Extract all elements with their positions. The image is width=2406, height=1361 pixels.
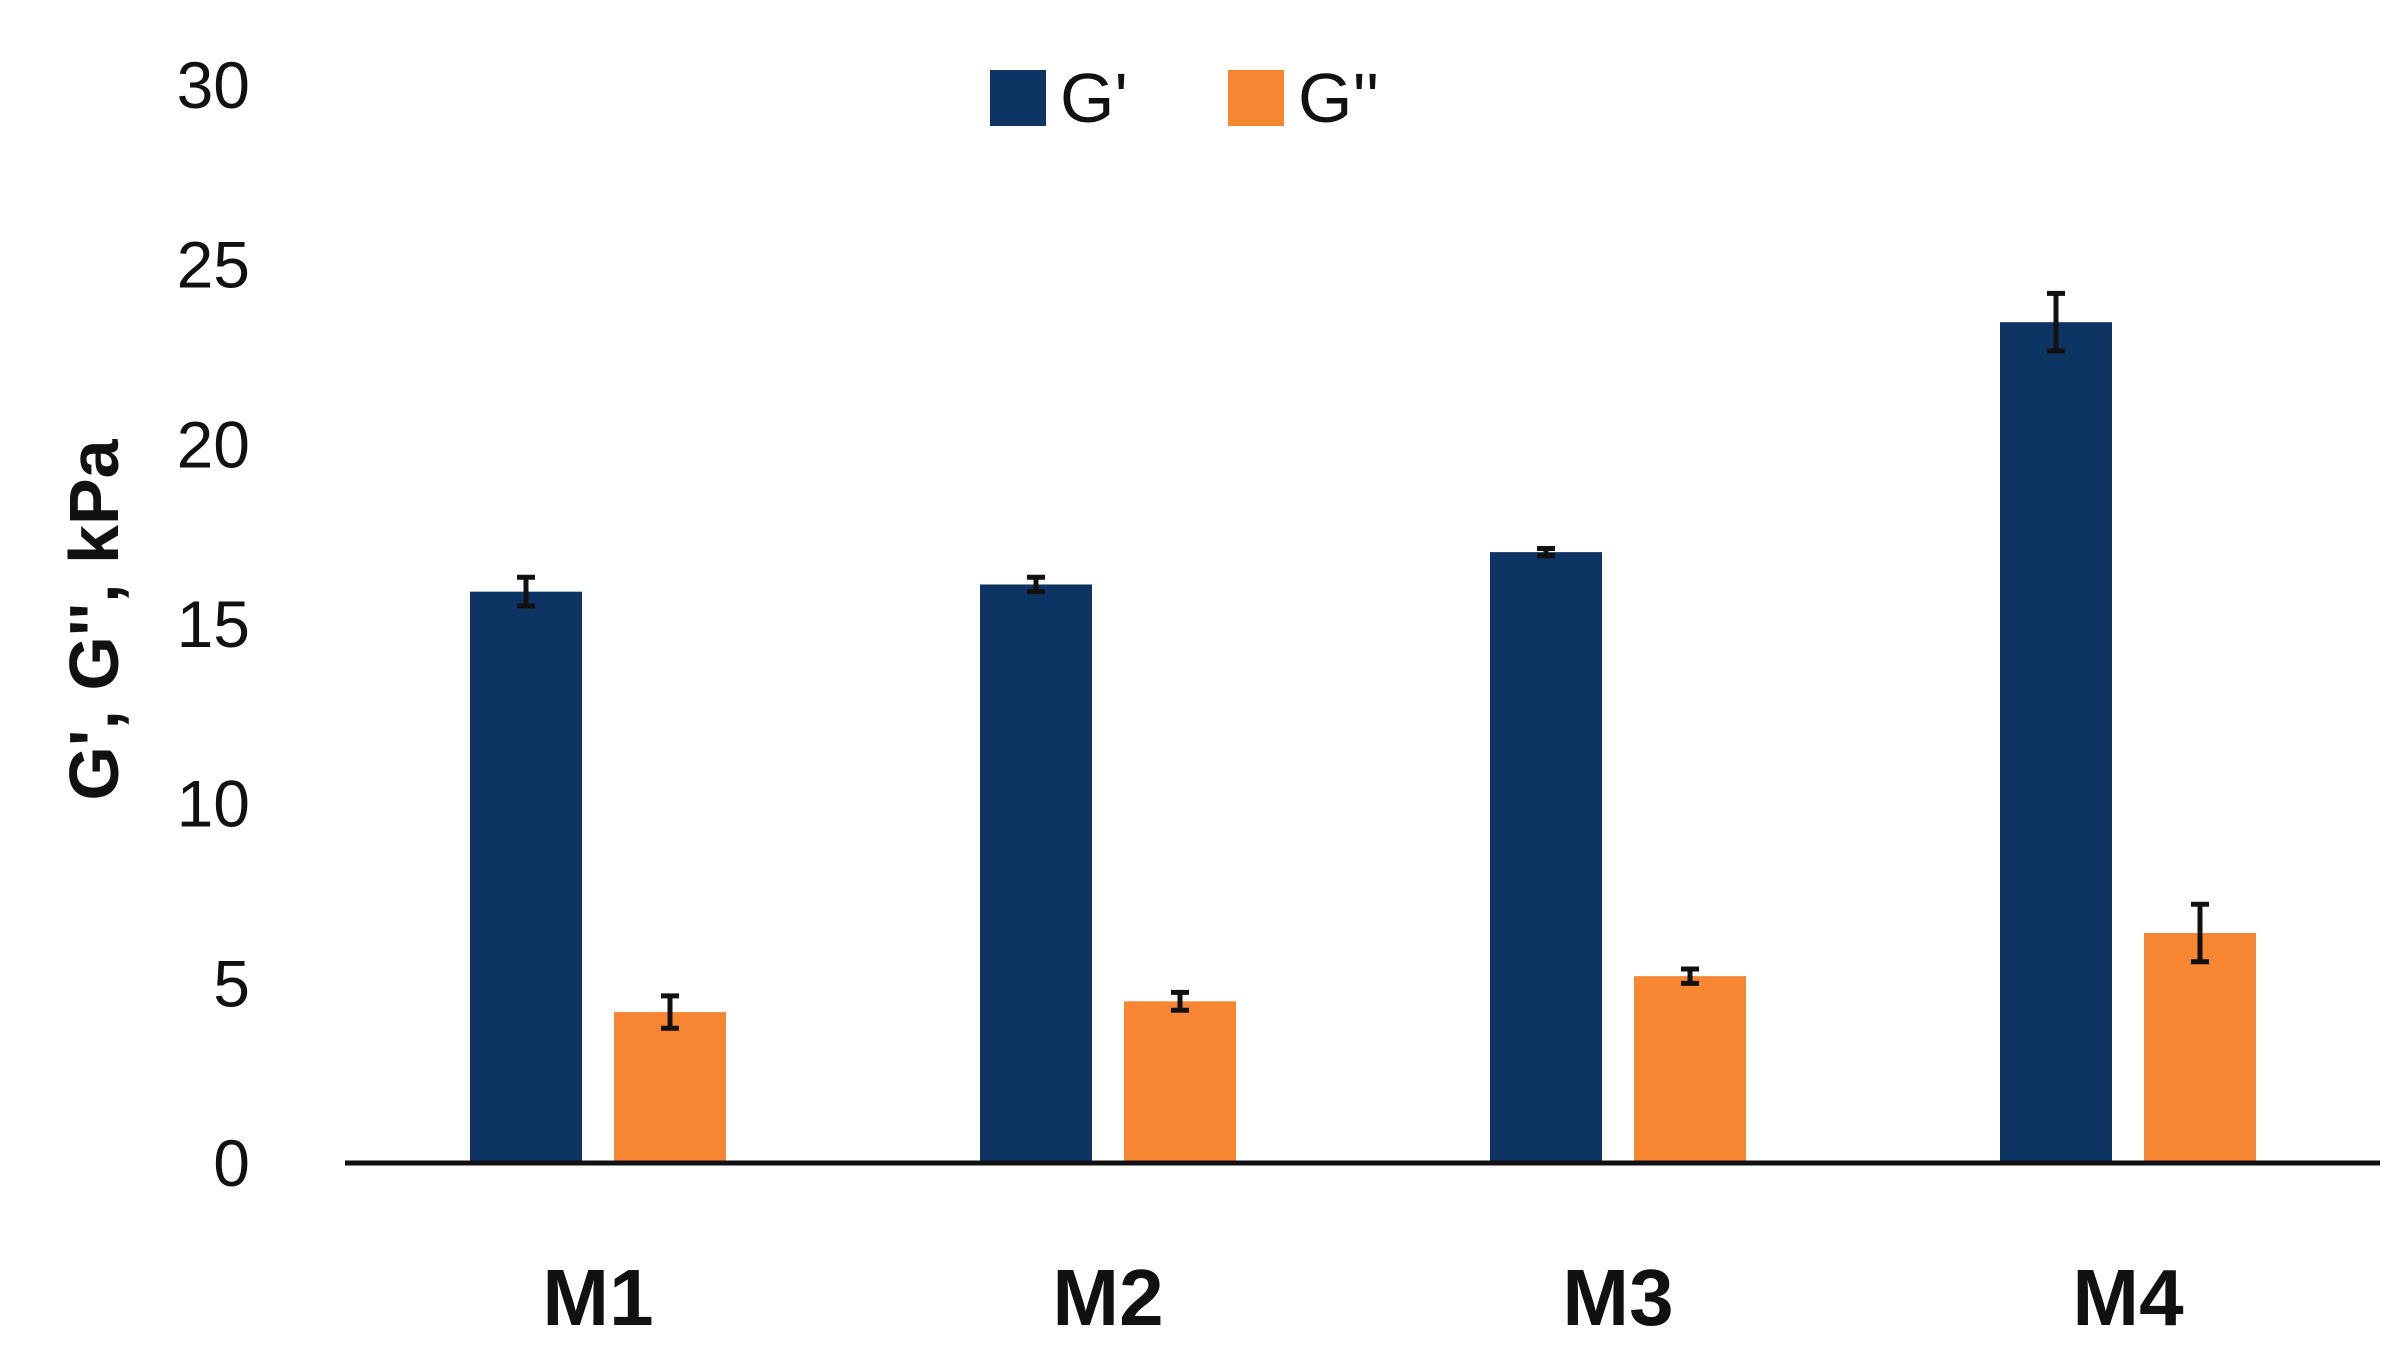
x-axis-categories: M1 M2 M3 M4 xyxy=(542,1253,2184,1342)
legend: G' G'' xyxy=(990,59,1379,137)
y-tick-label: 0 xyxy=(213,1126,250,1200)
x-category-label: M3 xyxy=(1562,1253,1673,1342)
legend-label-series-2: G'' xyxy=(1298,59,1379,137)
error-bar-m2-series-1 xyxy=(1027,574,1045,595)
error-bars xyxy=(517,290,2209,1031)
y-tick-label: 20 xyxy=(177,407,250,481)
legend-label-series-1: G' xyxy=(1060,59,1128,137)
legend-swatch-series-2 xyxy=(1228,70,1284,126)
y-tick-label: 30 xyxy=(177,48,250,122)
legend-swatch-series-1 xyxy=(990,70,1046,126)
bar-m1-series-2 xyxy=(614,1012,726,1163)
bars xyxy=(470,322,2256,1163)
bar-m1-series-1 xyxy=(470,591,582,1163)
y-axis-ticks: 0 5 10 15 20 25 30 xyxy=(177,48,250,1200)
error-bar-m1-series-1 xyxy=(517,574,535,609)
bar-m3-series-2 xyxy=(1634,976,1746,1163)
x-category-label: M4 xyxy=(2072,1253,2184,1342)
error-bar-m4-series-1 xyxy=(2047,290,2065,354)
x-category-label: M1 xyxy=(542,1253,653,1342)
error-bar-m3-series-2 xyxy=(1681,966,1699,986)
y-tick-label: 15 xyxy=(177,587,250,661)
y-tick-label: 5 xyxy=(213,946,250,1020)
y-axis-title: G', G'', kPa xyxy=(55,438,133,800)
bar-m3-series-1 xyxy=(1490,552,1602,1163)
error-bar-m1-series-2 xyxy=(661,993,679,1031)
error-bar-m4-series-2 xyxy=(2191,901,2209,965)
bar-m4-series-2 xyxy=(2144,933,2256,1163)
x-category-label: M2 xyxy=(1052,1253,1163,1342)
bar-m2-series-2 xyxy=(1124,1001,1236,1163)
error-bar-m3-series-1 xyxy=(1537,546,1555,559)
bar-m4-series-1 xyxy=(2000,322,2112,1163)
error-bar-m2-series-2 xyxy=(1171,989,1189,1013)
bar-m2-series-1 xyxy=(980,584,1092,1163)
y-tick-label: 25 xyxy=(177,228,250,302)
y-tick-label: 10 xyxy=(177,767,250,841)
